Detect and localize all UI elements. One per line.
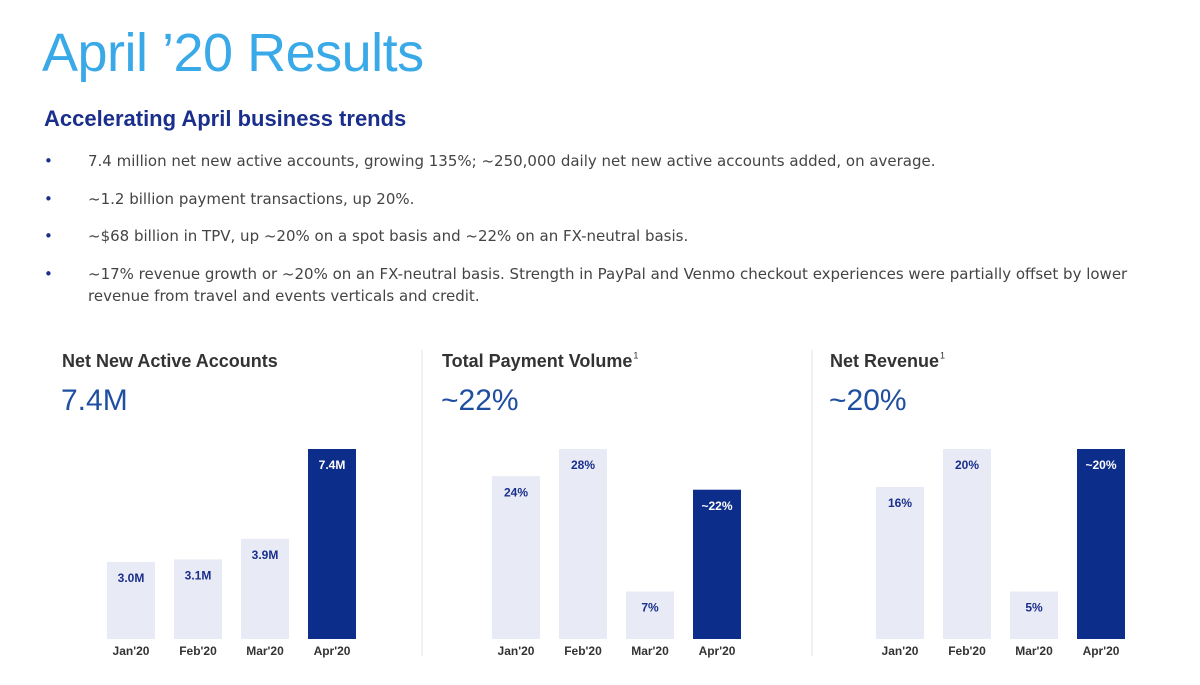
data-label: 3.1M [185,569,212,583]
chart-headline: ~20% [829,384,907,417]
bullet: ~17% revenue growth or ~20% on an FX-neu… [44,263,1174,307]
x-tick-label: Feb'20 [564,644,602,658]
x-tick-label: Apr'20 [314,644,351,658]
x-tick-label: Feb'20 [948,644,986,658]
x-tick-label: Jan'20 [498,644,535,658]
data-label: 3.9M [252,548,279,562]
data-label: 16% [888,496,912,510]
x-tick-label: Mar'20 [631,644,669,658]
bar [174,559,222,639]
bar [107,561,155,639]
slide-subtitle: Accelerating April business trends [44,106,407,131]
bullet: ~1.2 billion payment transactions, up 20… [44,188,1174,210]
bullet: ~$68 billion in TPV, up ~20% on a spot b… [44,225,1174,247]
chart-title: Total Payment Volume [442,351,632,371]
data-label: 7% [641,601,659,615]
x-tick-label: Apr'20 [1083,644,1120,658]
bar [308,449,356,639]
data-label: ~20% [1085,458,1116,472]
x-tick-label: Mar'20 [1015,644,1053,658]
x-tick-label: Apr'20 [699,644,736,658]
chart-title: Net Revenue [830,351,939,371]
data-label: 7.4M [319,458,346,472]
bullet-list: 7.4 million net new active accounts, gro… [44,150,1174,322]
bar [241,538,289,639]
bar [626,591,674,639]
bar [559,449,607,639]
slide-title: April ’20 Results [42,23,424,83]
bullet: 7.4 million net new active accounts, gro… [44,150,1174,172]
data-label: ~22% [701,499,732,513]
data-label: 20% [955,458,979,472]
title-note: 1 [940,350,945,360]
title-note: 1 [633,350,638,360]
bar [693,489,741,639]
x-tick-label: Jan'20 [113,644,150,658]
x-tick-label: Jan'20 [882,644,919,658]
chart-headline: 7.4M [61,384,128,417]
data-label: 24% [504,485,528,499]
bar [492,476,540,639]
x-tick-label: Mar'20 [246,644,284,658]
x-tick-label: Feb'20 [179,644,217,658]
bar [1077,449,1125,639]
data-label: 5% [1025,601,1043,615]
bar [1010,591,1058,639]
bar [876,487,924,639]
bar [943,449,991,639]
chart-title: Net New Active Accounts [62,351,278,371]
data-label: 28% [571,458,595,472]
chart-headline: ~22% [441,384,519,417]
data-label: 3.0M [118,571,145,585]
